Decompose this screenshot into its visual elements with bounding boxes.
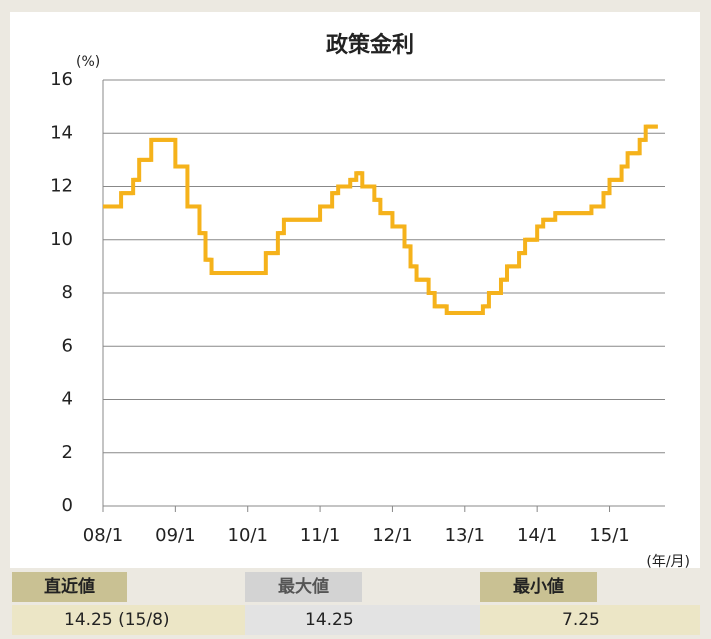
min-header: 最小値 — [480, 572, 597, 602]
y-unit: (%) — [76, 54, 100, 70]
y-tick-label: 12 — [50, 176, 73, 197]
x-tick-label: 09/1 — [155, 525, 195, 546]
latest-header: 直近値 — [12, 572, 127, 602]
x-tick-label: 13/1 — [445, 525, 485, 546]
chart-title: 政策金利 — [326, 32, 414, 58]
y-tick-label: 2 — [62, 442, 73, 463]
x-tick-label: 12/1 — [372, 525, 412, 546]
y-tick-label: 6 — [62, 335, 73, 356]
x-tick-label: 10/1 — [228, 525, 268, 546]
y-tick-label: 14 — [50, 122, 73, 143]
x-unit: (年/月) — [646, 554, 690, 570]
x-tick-label: 08/1 — [83, 525, 123, 546]
max-value: 14.25 — [245, 605, 480, 635]
x-tick-label: 11/1 — [300, 525, 340, 546]
max-header: 最大値 — [245, 572, 362, 602]
min-value: 7.25 — [480, 605, 700, 635]
y-tick-label: 10 — [50, 229, 73, 250]
y-tick-label: 8 — [62, 282, 73, 303]
x-tick-label: 14/1 — [517, 525, 557, 546]
latest-value: 14.25 (15/8) — [12, 605, 245, 635]
y-tick-label: 16 — [50, 69, 73, 90]
chart-panel — [10, 12, 700, 568]
y-tick-label: 0 — [62, 495, 73, 516]
x-tick-label: 15/1 — [589, 525, 629, 546]
y-tick-label: 4 — [62, 389, 73, 410]
chart: 政策金利 (%) (年/月) 0 2 4 6 8 10 12 14 16 08/1 09/1 10/1… — [10, 12, 700, 570]
